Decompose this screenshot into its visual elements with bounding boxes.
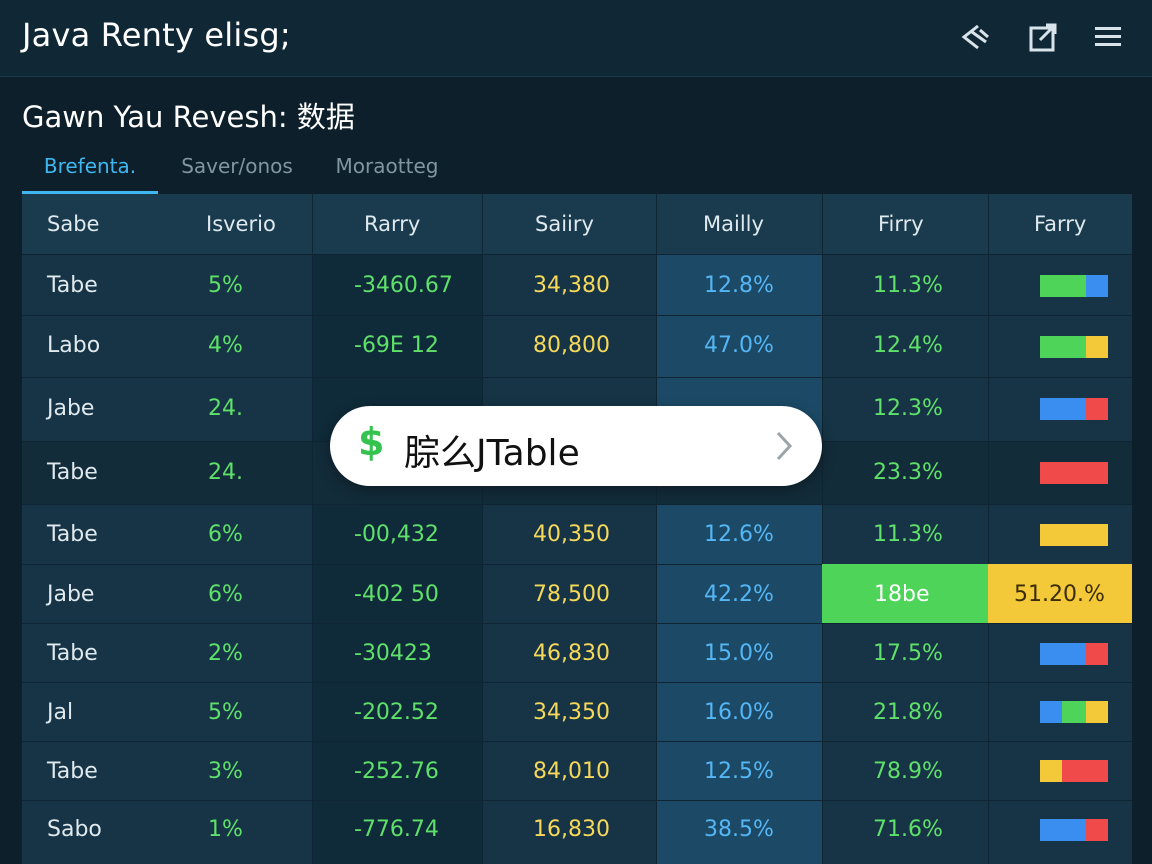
column-band [312,194,482,864]
rate-cell: 12.8% [704,273,774,298]
percent-cell: 5% [208,273,243,298]
value-cell: -776.74 [354,817,439,842]
color-bar [1040,275,1108,297]
row-label: Labo [47,333,101,358]
row-label: Tabe [47,273,98,298]
amount-cell: 16,830 [533,817,610,842]
tab-brefenta[interactable]: Brefenta. [22,148,158,194]
color-bar [1040,462,1108,484]
value-cell: -30423 [354,641,432,666]
rate-cell: 71.6% [873,817,943,842]
amount-cell: 46,830 [533,641,610,666]
value-cell: -3460.67 [354,273,453,298]
amount-cell: 40,350 [533,522,610,547]
app-title: Java Renty elisg; [22,16,291,54]
chevron-right-icon [774,430,794,466]
rate-cell: 17.5% [873,641,943,666]
row-label: Jal [47,700,74,725]
rate-cell: 38.5% [704,817,774,842]
amount-cell: 34,350 [533,700,610,725]
row-label: Sabo [47,817,102,842]
row-label: Jabe [47,582,95,607]
amount-cell: 84,010 [533,759,610,784]
row-label: Tabe [47,641,98,666]
highlight-cell [822,564,988,623]
rate-cell: 12.6% [704,522,774,547]
rate-cell: 11.3% [873,273,943,298]
menu-icon[interactable] [1091,20,1125,54]
rate-cell: 21.8% [873,700,943,725]
column-band [656,194,822,864]
percent-cell: 3% [208,759,243,784]
color-bar [1040,336,1108,358]
rate-cell: 15.0% [704,641,774,666]
top-bar: Java Renty elisg; [0,0,1152,77]
rate-cell: 42.2% [704,582,774,607]
data-table: Sabe Isverio Rarry Saiiry Mailly Firry F… [22,194,1132,864]
tab-moraotteg[interactable]: Moraotteg [335,154,439,178]
amount-cell: 34,380 [533,273,610,298]
value-cell: -69E 12 [354,333,439,358]
color-bar [1040,760,1108,782]
rate-cell: 47.0% [704,333,774,358]
dollar-icon: $ [358,420,385,464]
column-header[interactable]: Farry [1034,212,1087,236]
jtable-popup-button[interactable]: $ 腙么JTable [330,406,822,486]
amount-cell: 78,500 [533,582,610,607]
fast-forward-icon[interactable] [958,20,992,54]
value-cell: -402 50 [354,582,439,607]
column-header[interactable]: Isverio [206,212,276,236]
value-cell: -202.52 [354,700,439,725]
rate-cell: 12.4% [873,333,943,358]
popup-label: 腙么JTable [404,433,580,474]
highlight-label: 51.20.% [1014,582,1105,607]
tab-saver[interactable]: Saver/onos [181,154,293,178]
percent-cell: 24. [208,396,243,421]
color-bar [1040,524,1108,546]
amount-cell: 80,800 [533,333,610,358]
color-bar [1040,643,1108,665]
rate-cell: 12.3% [873,396,943,421]
row-label: Jabe [47,396,95,421]
rate-cell: 78.9% [873,759,943,784]
row-label: Tabe [47,522,98,547]
rate-cell: 12.5% [704,759,774,784]
column-header[interactable]: Firry [878,212,924,236]
percent-cell: 1% [208,817,243,842]
color-bar [1040,819,1108,841]
column-header[interactable]: Sabe [47,212,100,236]
column-header[interactable]: Mailly [703,212,764,236]
color-bar [1040,398,1108,420]
value-cell: -252.76 [354,759,439,784]
color-bar [1040,701,1108,723]
percent-cell: 2% [208,641,243,666]
tab-bar: Brefenta. Saver/onos Moraotteg [22,148,1132,194]
rate-cell: 11.3% [873,522,943,547]
percent-cell: 6% [208,522,243,547]
export-icon[interactable] [1026,20,1060,54]
percent-cell: 5% [208,700,243,725]
highlight-cell [988,564,1132,623]
column-header[interactable]: Rarry [364,212,421,236]
percent-cell: 24. [208,460,243,485]
page-title: Gawn Yau Revesh: 数据 [22,100,355,134]
row-label: Tabe [47,759,98,784]
highlight-label: 18be [874,582,930,607]
rate-cell: 16.0% [704,700,774,725]
percent-cell: 4% [208,333,243,358]
row-label: Tabe [47,460,98,485]
column-header[interactable]: Saiiry [535,212,594,236]
rate-cell: 23.3% [873,460,943,485]
value-cell: -00,432 [354,522,439,547]
percent-cell: 6% [208,582,243,607]
